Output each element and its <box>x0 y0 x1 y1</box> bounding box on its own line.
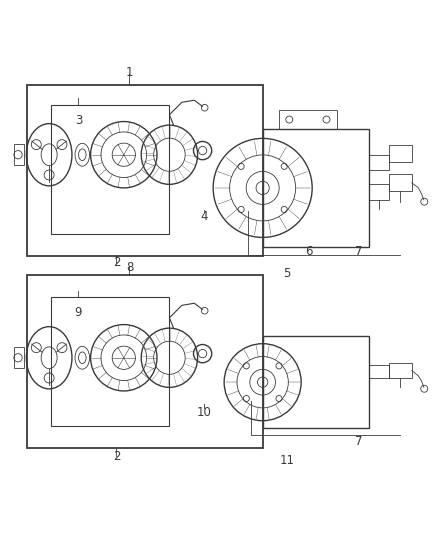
Text: 6: 6 <box>305 245 312 258</box>
Text: 10: 10 <box>196 406 211 419</box>
Text: 7: 7 <box>355 434 363 448</box>
Bar <box>389 144 412 162</box>
Text: 2: 2 <box>113 256 120 269</box>
Text: 4: 4 <box>200 210 208 223</box>
Text: 9: 9 <box>74 306 82 319</box>
Bar <box>389 363 412 377</box>
Text: 2: 2 <box>113 450 120 463</box>
Bar <box>369 184 389 200</box>
Text: 1: 1 <box>126 66 133 79</box>
Bar <box>369 365 389 377</box>
Text: 3: 3 <box>75 114 82 127</box>
Bar <box>279 110 337 129</box>
Text: 11: 11 <box>279 454 294 467</box>
Bar <box>389 174 412 191</box>
Text: 8: 8 <box>126 261 133 274</box>
Text: 5: 5 <box>283 266 290 279</box>
Bar <box>369 155 389 170</box>
Text: 7: 7 <box>355 245 363 258</box>
